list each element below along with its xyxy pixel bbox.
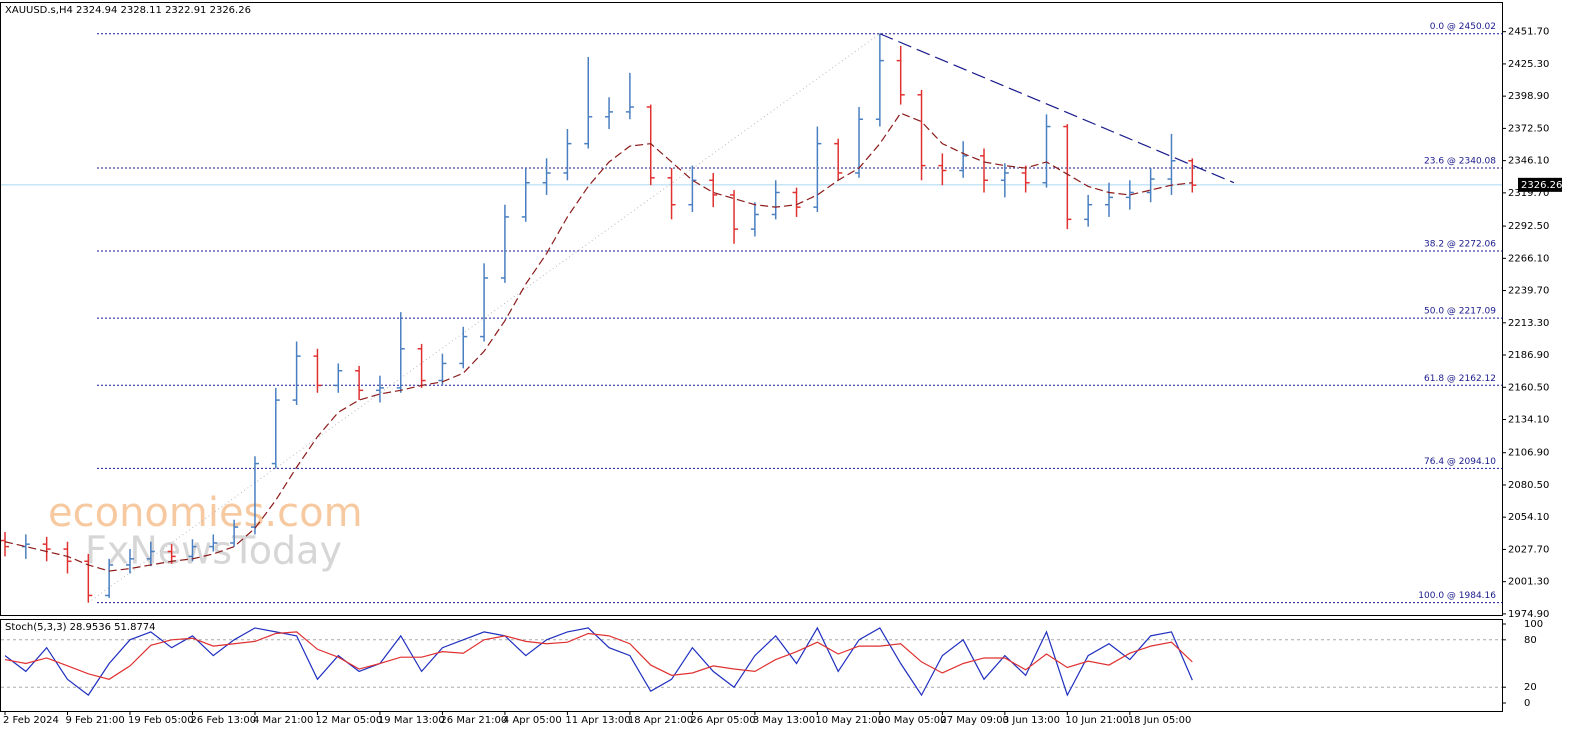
- stoch-panel-frame: [0, 619, 1503, 712]
- y-tick-label: 2160.50: [1508, 382, 1549, 393]
- y-tick-label: 20: [1524, 682, 1537, 693]
- fib-label: 0.0 @ 2450.02: [1430, 22, 1496, 32]
- symbol-header: XAUUSD.s,H4 2324.94 2328.11 2322.91 2326…: [5, 5, 251, 16]
- current-price-label: 2326.26: [1521, 180, 1562, 191]
- y-tick-label: 80: [1524, 635, 1537, 646]
- fib-label: 61.8 @ 2162.12: [1424, 374, 1496, 384]
- y-tick-label: 2106.90: [1508, 448, 1549, 459]
- y-tick-label: 1974.90: [1508, 609, 1549, 620]
- fib-diagonal: [88, 33, 881, 603]
- x-tick-label: 10 Jun 21:00: [1065, 715, 1129, 726]
- y-tick-label: 2027.70: [1508, 544, 1549, 555]
- x-tick-label: 12 Mar 05:00: [315, 715, 382, 726]
- x-tick-label: 27 May 09:00: [940, 715, 1009, 726]
- x-tick-label: 26 Mar 21:00: [440, 715, 507, 726]
- trendline: [879, 33, 1235, 184]
- moving-average: [4, 112, 1193, 572]
- y-tick-label: 2398.90: [1508, 91, 1549, 102]
- y-tick-label: 2080.50: [1508, 480, 1549, 491]
- y-tick-label: 2346.10: [1508, 156, 1549, 167]
- x-tick-label: 20 May 05:00: [878, 715, 947, 726]
- x-tick-label: 19 Mar 13:00: [378, 715, 445, 726]
- y-tick-label: 2425.30: [1508, 59, 1549, 70]
- fib-label: 50.0 @ 2217.09: [1424, 307, 1496, 317]
- x-tick-label: 19 Feb 05:00: [128, 715, 194, 726]
- y-tick-label: 2186.90: [1508, 350, 1549, 361]
- fib-label: 76.4 @ 2094.10: [1424, 457, 1496, 467]
- price-panel-frame: [0, 2, 1503, 616]
- fib-label: 100.0 @ 1984.16: [1418, 591, 1496, 601]
- x-tick-label: 18 Apr 21:00: [628, 715, 693, 726]
- y-tick-label: 2239.70: [1508, 286, 1549, 297]
- current-price-box: [1518, 177, 1562, 192]
- fib-label: 38.2 @ 2272.06: [1424, 240, 1496, 250]
- y-tick-label: 2292.50: [1508, 221, 1549, 232]
- x-tick-label: 10 May 21:00: [815, 715, 884, 726]
- y-tick-label: 2054.10: [1508, 512, 1549, 523]
- y-tick-label: 2001.30: [1508, 577, 1549, 588]
- stoch-line: [4, 626, 1193, 697]
- y-tick-label: 2266.10: [1508, 253, 1549, 264]
- x-tick-label: 11 Apr 13:00: [565, 715, 630, 726]
- y-tick-label: 100: [1524, 619, 1543, 630]
- y-tick-label: 2451.70: [1508, 27, 1549, 38]
- x-tick-label: 4 Apr 05:00: [503, 715, 562, 726]
- y-tick-label: 2372.50: [1508, 123, 1549, 134]
- x-tick-label: 18 Jun 05:00: [1128, 715, 1192, 726]
- x-tick-label: 3 May 13:00: [753, 715, 815, 726]
- x-tick-label: 9 Feb 21:00: [65, 715, 124, 726]
- x-tick-label: 4 Mar 21:00: [253, 715, 313, 726]
- fib-label: 23.6 @ 2340.08: [1424, 156, 1496, 166]
- x-tick-label: 26 Feb 13:00: [190, 715, 256, 726]
- x-tick-label: 3 Jun 13:00: [1003, 715, 1060, 726]
- y-tick-label: 0: [1524, 698, 1530, 709]
- y-tick-label: 2213.30: [1508, 318, 1549, 329]
- y-tick-label: 2319.70: [1508, 188, 1549, 199]
- watermark: economies.com: [48, 490, 363, 536]
- y-tick-label: 2134.10: [1508, 414, 1549, 425]
- stoch-header: Stoch(5,3,3) 28.9536 51.8774: [5, 622, 156, 633]
- x-tick-label: 2 Feb 2024: [3, 715, 59, 726]
- stoch-line: [4, 631, 1193, 680]
- x-tick-label: 26 Apr 05:00: [690, 715, 755, 726]
